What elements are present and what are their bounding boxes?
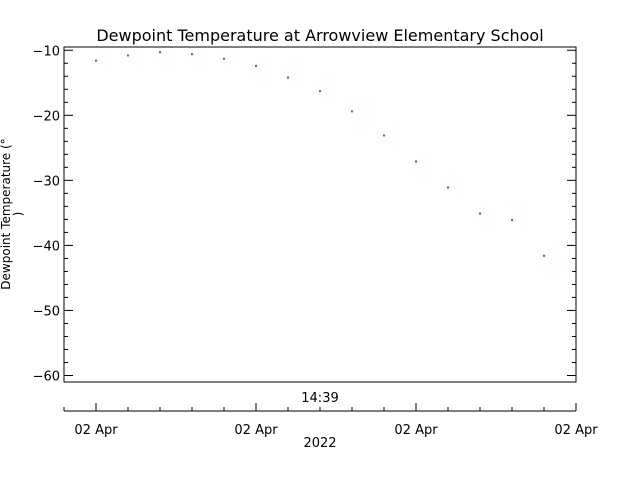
y-tick-label: −50 — [33, 304, 60, 319]
time-label: 14:39 — [301, 391, 338, 406]
data-point — [447, 186, 449, 189]
y-tick-label: −20 — [33, 109, 60, 124]
data-point — [223, 57, 225, 60]
y-axis-label: Dewpoint Temperature (° — [0, 138, 13, 289]
data-point — [415, 160, 417, 163]
data-point — [543, 254, 545, 257]
x-tick-label: 02 Apr — [234, 423, 278, 438]
x-tick-label: 02 Apr — [554, 423, 598, 438]
data-point — [95, 59, 97, 62]
data-point — [159, 51, 161, 54]
y-axis: −10 −20 −30 −40 −50 −60 — [33, 44, 576, 384]
y-axis-label-continued: ) — [11, 212, 25, 217]
x-tick-label: 02 Apr — [74, 423, 118, 438]
y-tick-label: −60 — [33, 369, 60, 384]
data-point — [351, 110, 353, 113]
chart-title: Dewpoint Temperature at Arrowview Elemen… — [96, 26, 543, 45]
y-tick-label: −10 — [33, 44, 60, 59]
data-point — [511, 219, 513, 222]
x-axis-year-label: 2022 — [303, 436, 336, 451]
data-point — [479, 212, 481, 215]
data-point — [319, 90, 321, 93]
x-tick-label: 02 Apr — [394, 423, 438, 438]
data-point — [255, 64, 257, 67]
plot-frame — [63, 46, 577, 383]
data-point — [191, 53, 193, 56]
data-point — [383, 134, 385, 137]
data-point — [127, 54, 129, 57]
data-series — [95, 51, 545, 257]
y-tick-label: −30 — [33, 174, 60, 189]
data-point — [287, 76, 289, 79]
x-axis: 02 Apr 02 Apr 02 Apr 02 Apr — [63, 403, 598, 438]
y-tick-label: −40 — [33, 239, 60, 254]
